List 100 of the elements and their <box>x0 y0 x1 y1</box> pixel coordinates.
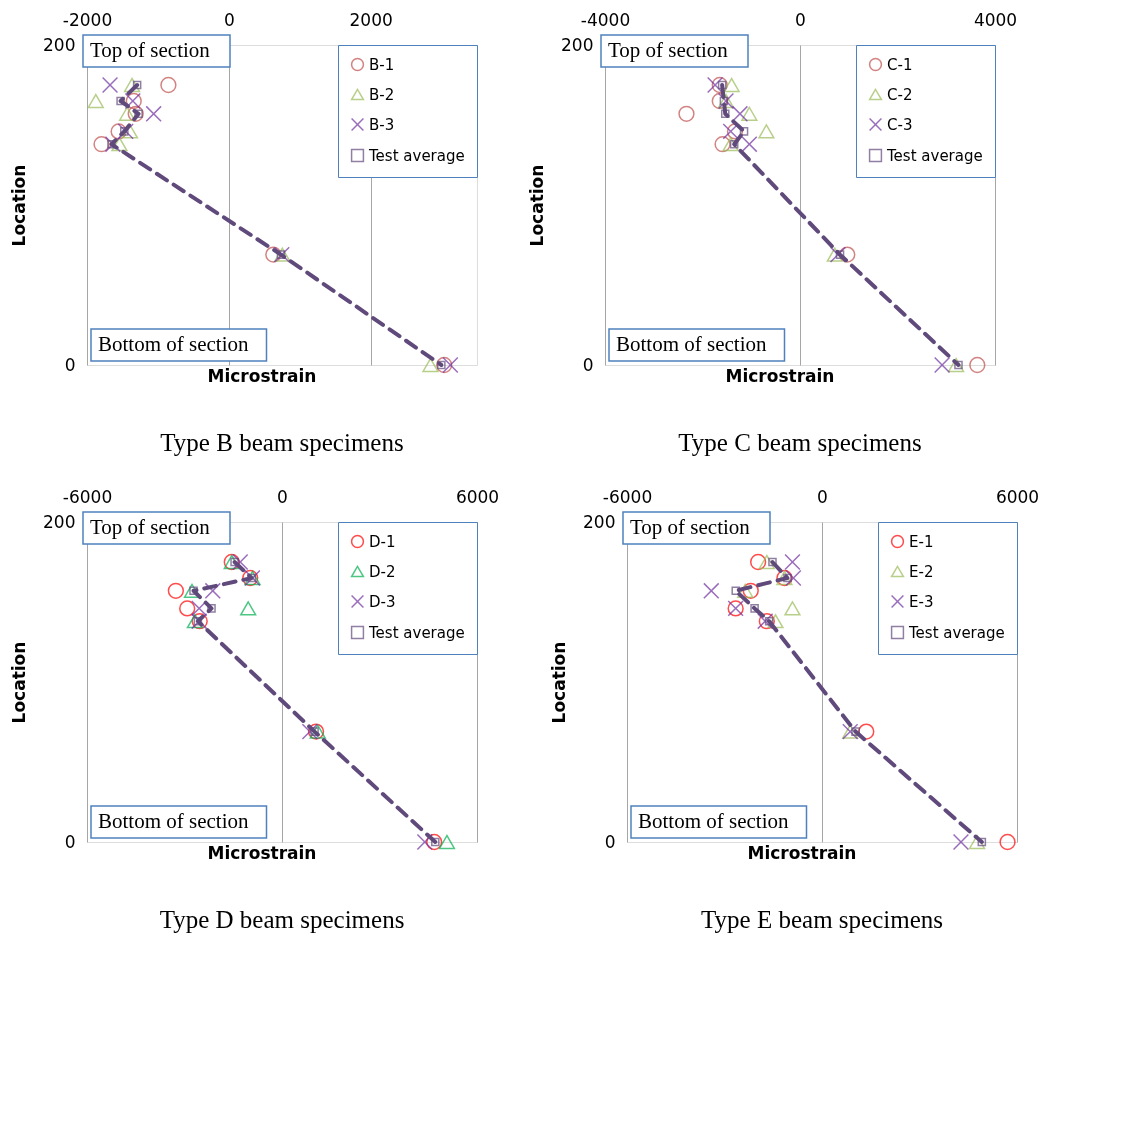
point <box>232 553 249 571</box>
point <box>204 582 221 599</box>
annotation: Bottom of section <box>616 332 767 356</box>
legend-label: Test average <box>368 146 465 165</box>
point <box>167 582 185 599</box>
legend-label: D-1 <box>369 532 396 551</box>
annotation: Top of section <box>90 515 211 539</box>
y-tick-label: 200 <box>43 511 76 532</box>
legend-label: D-3 <box>369 592 396 611</box>
legend-label: E-1 <box>909 532 934 551</box>
point <box>785 569 802 587</box>
y-axis-title: Location <box>549 641 570 724</box>
point <box>731 105 749 122</box>
point <box>301 723 319 740</box>
y-tick-label: 0 <box>582 354 594 375</box>
y-tick-label: 0 <box>64 831 76 852</box>
point <box>118 106 136 121</box>
x-axis-title: Microstrain <box>747 843 857 863</box>
x-tick-label: -6000 <box>62 486 113 507</box>
legend-label: E-3 <box>909 592 934 611</box>
annotation: Bottom of section <box>638 809 789 833</box>
x-axis-title: Microstrain <box>207 366 317 386</box>
point <box>969 356 986 374</box>
point <box>422 357 439 373</box>
legend-label: C-3 <box>887 115 913 134</box>
point <box>678 105 695 122</box>
point <box>179 600 196 617</box>
x-tick-label: -2000 <box>62 9 113 30</box>
text: Type D beam specimens <box>159 906 405 933</box>
point <box>768 557 777 567</box>
x-tick-label: 0 <box>795 9 806 30</box>
point <box>127 105 144 122</box>
legend-label: Test average <box>908 623 1005 642</box>
y-axis-title: Location <box>9 164 30 247</box>
y-axis-title: Location <box>9 641 30 724</box>
annotation: Bottom of section <box>98 332 249 356</box>
point <box>190 600 208 617</box>
x-tick-label: 0 <box>277 486 288 507</box>
point <box>426 833 443 851</box>
point <box>739 127 749 136</box>
legend-label: E-2 <box>909 562 934 581</box>
y-tick-label: 0 <box>64 354 76 375</box>
point <box>952 833 970 851</box>
point <box>784 601 801 616</box>
point <box>711 92 728 110</box>
x-tick-label: -4000 <box>580 9 631 30</box>
y-tick-label: 200 <box>561 34 594 55</box>
point <box>851 727 860 736</box>
annotation: Top of section <box>630 515 751 539</box>
x-tick-label: -6000 <box>602 486 653 507</box>
annotation: Top of section <box>608 38 729 62</box>
point <box>749 553 767 571</box>
point <box>758 554 775 570</box>
point <box>706 76 724 94</box>
legend-label: C-2 <box>887 85 913 104</box>
legend-label: B-1 <box>369 55 395 74</box>
text: Type B beam specimens <box>160 429 404 456</box>
text: Type E beam specimens <box>701 906 943 933</box>
point <box>933 356 951 374</box>
point <box>703 582 720 599</box>
legend-label: C-1 <box>887 55 913 74</box>
x-axis-title: Microstrain <box>725 366 835 386</box>
point <box>737 583 754 598</box>
point <box>741 106 758 121</box>
annotation: Top of section <box>90 38 211 62</box>
x-tick-label: 0 <box>817 486 828 507</box>
annotation: Bottom of section <box>98 809 249 833</box>
x-tick-label: 6000 <box>995 486 1040 507</box>
point <box>723 77 740 93</box>
point <box>947 357 965 373</box>
point <box>123 77 141 93</box>
point <box>742 582 759 599</box>
legend-label: Test average <box>886 146 983 165</box>
y-axis-title: Location <box>527 164 548 247</box>
y-tick-label: 200 <box>583 511 616 532</box>
point <box>101 76 119 94</box>
point <box>442 356 459 374</box>
point <box>711 76 728 94</box>
x-tick-label: 6000 <box>455 486 500 507</box>
point <box>87 93 104 109</box>
point <box>438 834 456 850</box>
point <box>722 137 739 152</box>
point <box>416 833 433 851</box>
point <box>240 601 257 616</box>
x-tick-label: 0 <box>223 9 235 30</box>
legend-label: Test average <box>368 623 465 642</box>
legend-label: D-2 <box>369 562 396 581</box>
point <box>722 123 739 140</box>
point <box>750 604 759 613</box>
point <box>784 553 801 571</box>
point <box>741 136 758 153</box>
x-axis-title: Microstrain <box>207 843 317 863</box>
point <box>436 356 453 374</box>
point <box>758 124 775 139</box>
text: Type C beam specimens <box>678 429 922 456</box>
point <box>160 76 177 94</box>
point <box>767 614 784 629</box>
y-tick-label: 200 <box>43 34 76 55</box>
point <box>145 105 162 122</box>
point <box>731 586 741 596</box>
